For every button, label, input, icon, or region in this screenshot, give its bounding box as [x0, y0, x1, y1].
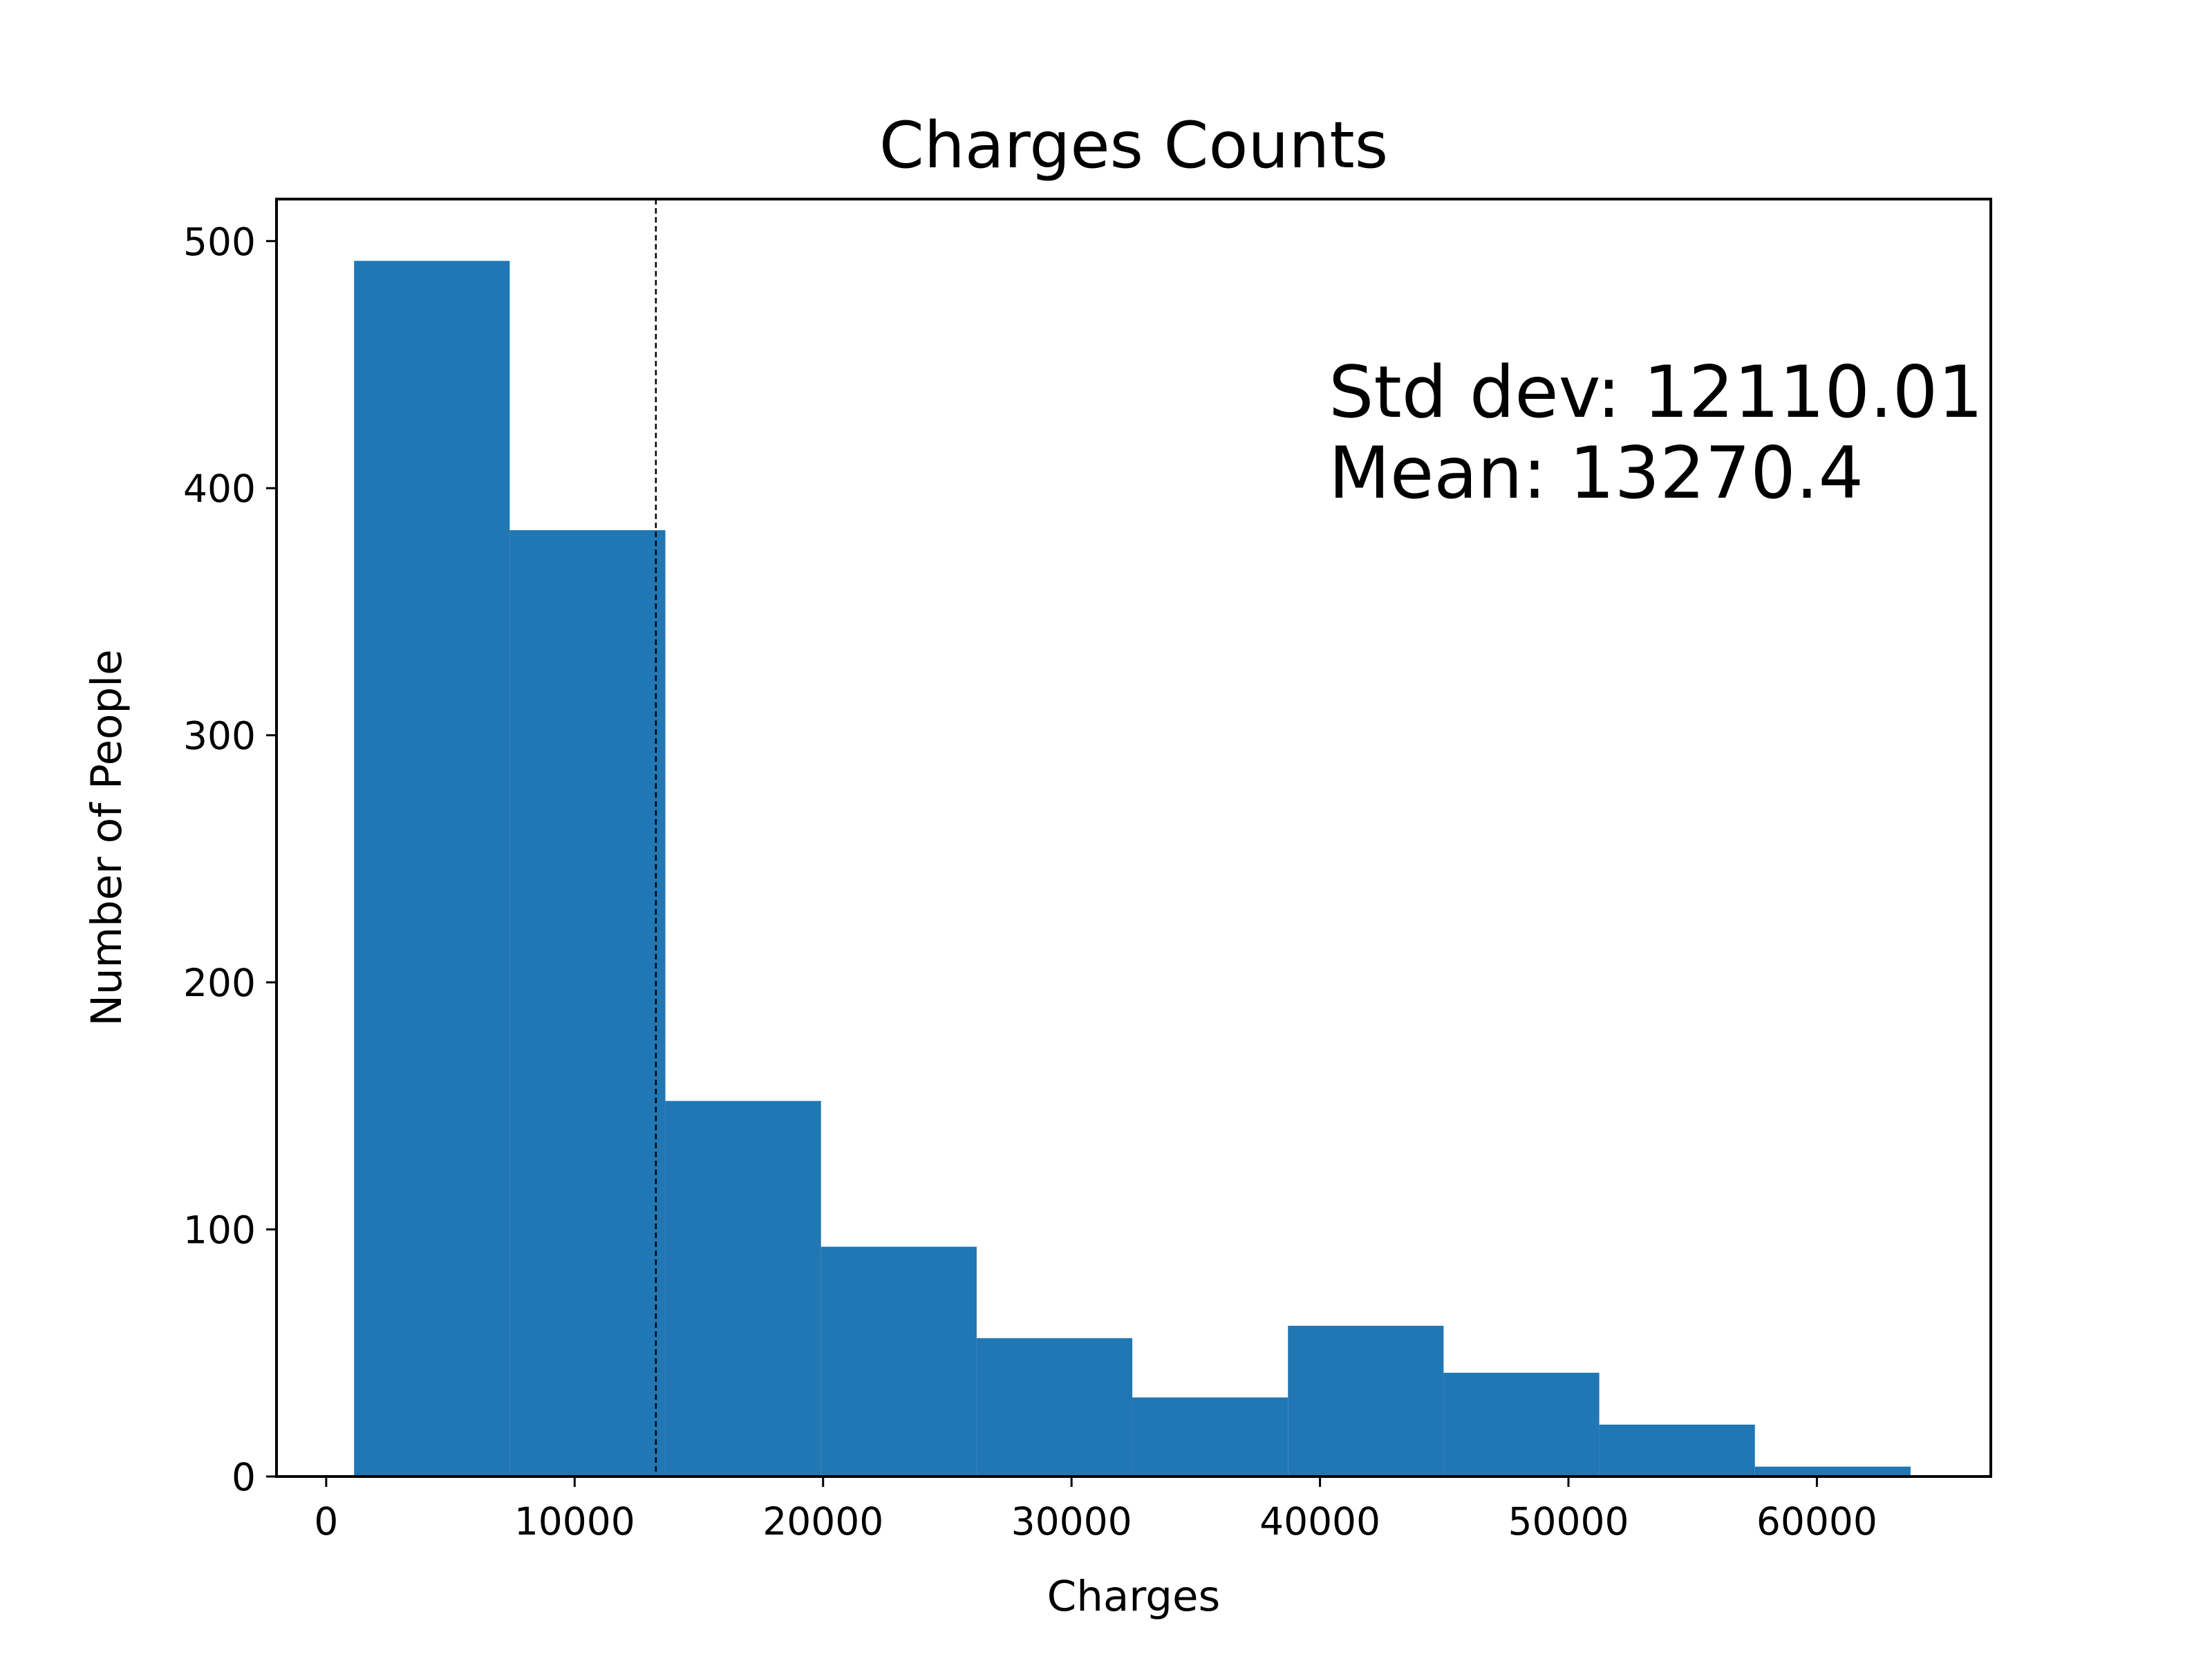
histogram-bar	[509, 529, 666, 1477]
x-axis: 0 10000 20000 30000 40000 50000 60000	[314, 1477, 1877, 1544]
x-tick-label: 40000	[1259, 1499, 1380, 1544]
histogram-bar	[665, 1100, 821, 1477]
x-tick-label: 60000	[1756, 1499, 1877, 1544]
x-tick-label: 0	[314, 1499, 338, 1544]
y-axis-label: Number of People	[82, 649, 131, 1026]
y-tick-label: 100	[183, 1208, 256, 1253]
histogram-bar	[1443, 1372, 1600, 1477]
histogram-bar	[821, 1246, 977, 1477]
y-axis: 0 100 200 300 400 500	[183, 220, 276, 1499]
y-tick-label: 0	[232, 1455, 256, 1499]
x-tick-label: 20000	[762, 1499, 883, 1544]
y-tick-label: 500	[183, 220, 256, 264]
y-tick-label: 300	[183, 714, 256, 758]
bar-group	[354, 261, 1911, 1477]
std-dev-annotation: Std dev: 12110.01	[1329, 351, 1983, 434]
y-tick-label: 400	[183, 467, 256, 511]
histogram-bar	[976, 1338, 1133, 1477]
histogram-bar	[1132, 1397, 1288, 1477]
plot-frame	[275, 198, 1992, 1478]
x-tick-label: 10000	[514, 1499, 635, 1544]
histogram-bar	[354, 261, 510, 1477]
y-tick-label: 200	[183, 961, 256, 1005]
histogram-bar	[1288, 1325, 1444, 1477]
histogram-bar	[1754, 1466, 1911, 1477]
mean-annotation: Mean: 13270.4	[1329, 432, 1864, 515]
chart-title: Charges Counts	[879, 108, 1388, 182]
histogram-bar	[1599, 1424, 1755, 1477]
x-tick-label: 50000	[1508, 1499, 1629, 1544]
x-axis-label: Charges	[1047, 1572, 1221, 1621]
x-tick-label: 30000	[1011, 1499, 1132, 1544]
